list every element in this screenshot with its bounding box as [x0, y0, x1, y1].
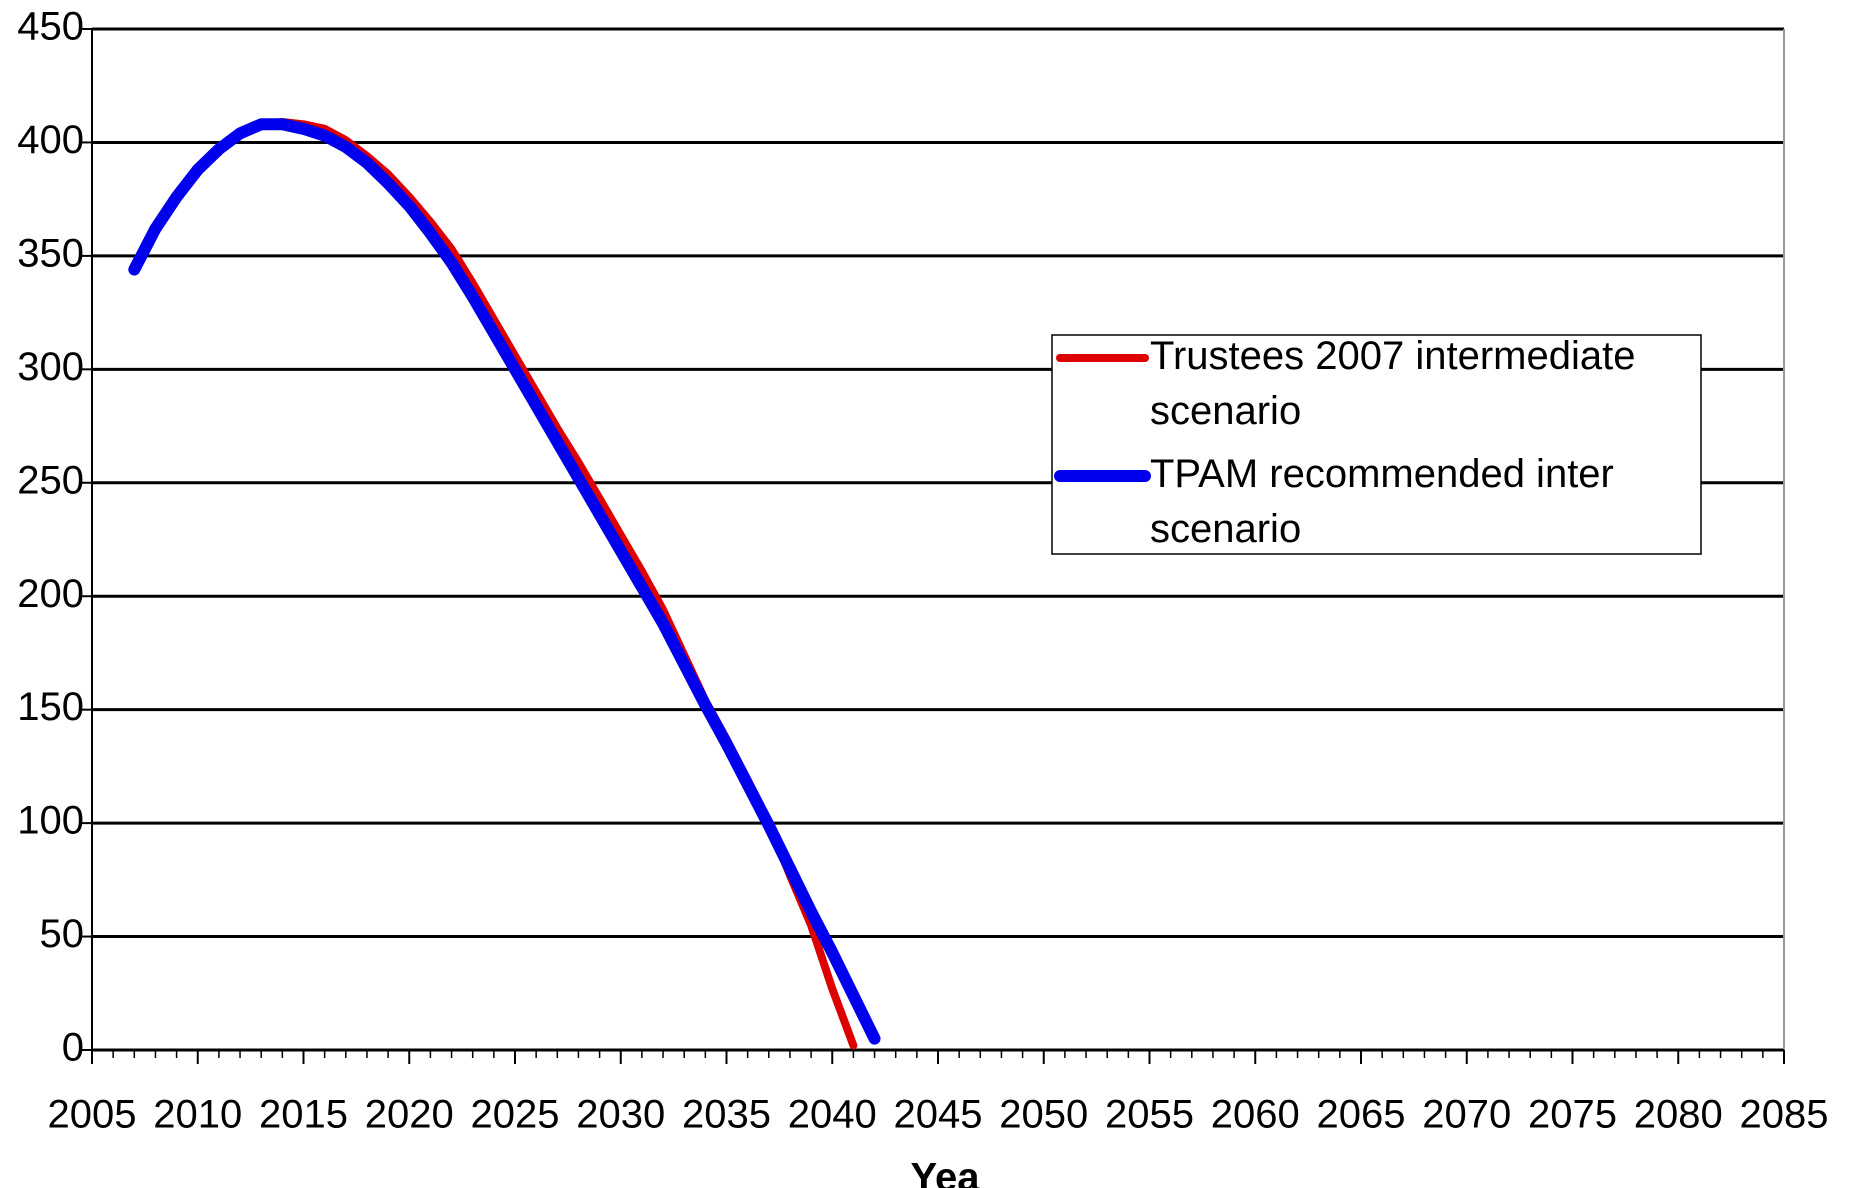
y-tick-label: 300 [17, 345, 84, 389]
data-line [130, 118, 858, 1050]
x-tick-label: 2040 [788, 1093, 877, 1137]
x-tick-label: 2055 [1105, 1093, 1194, 1137]
legend-label: Trustees 2007 intermediate scenario [1150, 334, 1635, 433]
x-tick-label: 2050 [999, 1093, 1088, 1137]
y-tick-label: 350 [17, 231, 84, 275]
x-tick-label: 2010 [153, 1093, 242, 1137]
x-tick-label: 2015 [259, 1093, 348, 1137]
x-tick-label: 2065 [1317, 1093, 1406, 1137]
y-tick-label: 50 [40, 912, 85, 956]
x-tick-label: 2025 [471, 1093, 560, 1137]
x-tick-label: 2045 [894, 1093, 983, 1137]
x-tick-label: 2080 [1634, 1093, 1723, 1137]
x-tick-label: 2005 [48, 1093, 137, 1137]
y-tick-label: 150 [17, 685, 84, 729]
x-tick-label: 2030 [576, 1093, 665, 1137]
y-tick-label: 400 [17, 118, 84, 162]
x-tick-label: 2070 [1422, 1093, 1511, 1137]
y-tick-label: 100 [17, 799, 84, 843]
legend-box [1051, 334, 1702, 555]
y-tick-label: 0 [62, 1026, 84, 1070]
x-tick-label: 2075 [1528, 1093, 1617, 1137]
x-tick-label: 2060 [1211, 1093, 1300, 1137]
legend-label: TPAM recommended inter scenario [1150, 452, 1614, 551]
y-tick-label: 250 [17, 458, 84, 502]
y-tick-label: 450 [17, 5, 84, 49]
y-tick-label: 200 [17, 572, 84, 616]
x-tick-label: 2035 [682, 1093, 771, 1137]
data-line [128, 118, 881, 1045]
legend: Trustees 2007 intermediate scenario TPAM r… [1054, 334, 1635, 551]
x-axis-label: Yea [911, 1156, 981, 1188]
x-tick-label: 2085 [1740, 1093, 1829, 1137]
x-tick-label: 2020 [365, 1093, 454, 1137]
